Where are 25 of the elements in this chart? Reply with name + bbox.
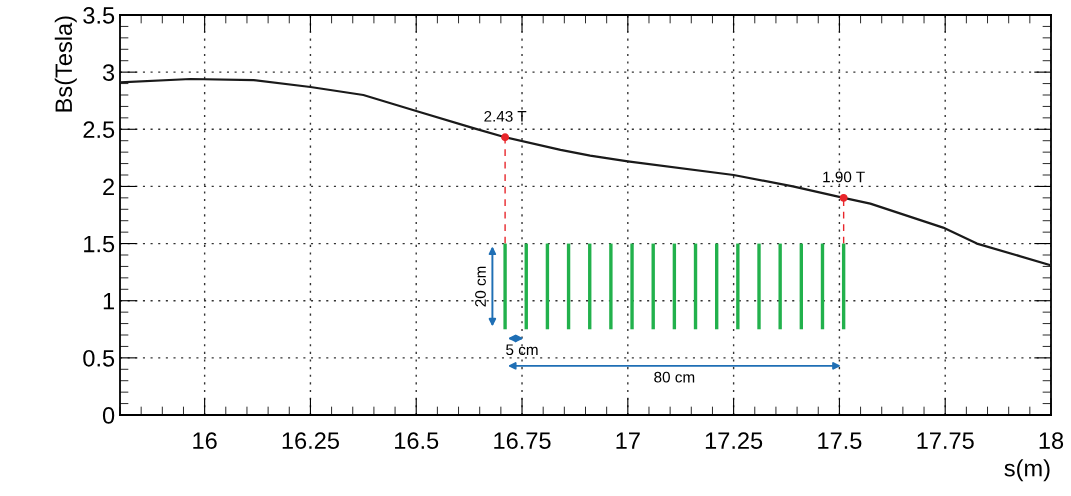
y-tick-label: 0: [102, 407, 115, 424]
x-tick-label: 17.5: [818, 432, 862, 450]
x-tick-label: 16.75: [494, 432, 551, 450]
line-series: [120, 77, 1051, 267]
annotation: 20 cm: [475, 266, 486, 307]
x-tick-label: 17.25: [705, 432, 763, 450]
y-axis-title: Bs(Tesla): [54, 16, 77, 112]
y-tick-label: 1: [103, 293, 114, 310]
x-axis-title: s(m): [1004, 459, 1050, 482]
data-label: 2.43 T: [484, 110, 527, 122]
data-label: 1.90 T: [823, 171, 865, 183]
annotation: 80 cm: [654, 371, 695, 383]
y-tick-label: 1.5: [84, 235, 115, 253]
x-tick-label: 16.25: [282, 432, 339, 450]
y-tick-label: 2: [103, 178, 114, 195]
x-tick-label: 17.75: [917, 432, 974, 450]
annotation: 5 cm: [506, 344, 538, 356]
x-tick-label: 17: [616, 432, 640, 449]
x-tick-label: 16.5: [395, 432, 439, 450]
y-tick-label: 3: [102, 64, 115, 81]
x-tick-label: 18: [1039, 432, 1064, 450]
x-tick-label: 16: [193, 432, 217, 450]
y-tick-label: 0.5: [83, 349, 115, 367]
y-tick-label: 2.5: [83, 121, 115, 139]
y-tick-label: 3.5: [83, 7, 115, 24]
